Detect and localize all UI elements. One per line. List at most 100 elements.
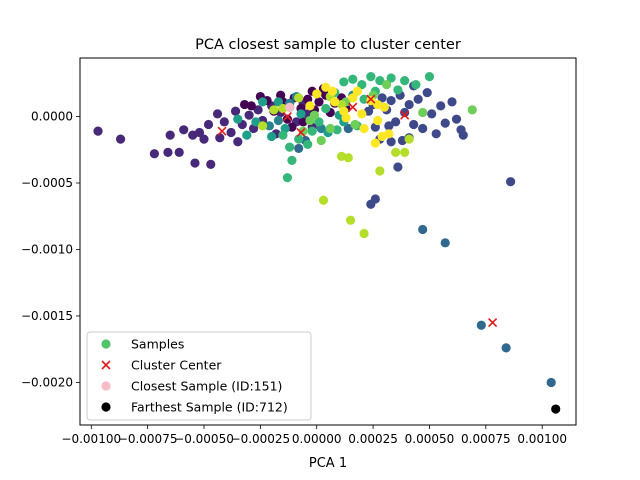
sample-point bbox=[357, 79, 367, 90]
sample-point bbox=[312, 89, 322, 99]
sample-point bbox=[373, 115, 383, 126]
cluster-center-marker bbox=[217, 126, 227, 136]
sample-point bbox=[343, 153, 353, 163]
x-tick-label: 0.00075 bbox=[461, 432, 511, 446]
sample-point bbox=[451, 114, 462, 124]
sample-point bbox=[174, 147, 184, 158]
sample-point bbox=[282, 173, 293, 183]
sample-point bbox=[400, 107, 410, 118]
sample-point bbox=[546, 377, 556, 388]
sample-point bbox=[359, 123, 369, 134]
sample-point bbox=[386, 137, 396, 147]
legend-marker bbox=[101, 339, 111, 349]
sample-point bbox=[305, 115, 315, 126]
legend-marker-cluster-center bbox=[101, 360, 111, 370]
sample-point bbox=[440, 238, 450, 248]
sample-point bbox=[253, 105, 263, 115]
sample-point bbox=[382, 79, 392, 90]
sample-point bbox=[400, 147, 410, 158]
sample-point bbox=[427, 109, 437, 119]
sample-point bbox=[190, 158, 200, 168]
sample-point bbox=[233, 114, 243, 124]
y-tick-label: 0.0000 bbox=[31, 110, 73, 124]
sample-point bbox=[501, 343, 511, 353]
cluster-center-stroke bbox=[488, 318, 498, 328]
legend-label: Farthest Sample (ID:712) bbox=[131, 400, 288, 415]
sample-point bbox=[386, 95, 396, 106]
sample-point bbox=[294, 134, 304, 144]
sample-point bbox=[393, 162, 403, 172]
sample-point bbox=[422, 87, 432, 98]
sample-point bbox=[219, 117, 229, 127]
sample-point bbox=[377, 93, 387, 103]
x-tick-label: 0.00025 bbox=[348, 432, 398, 446]
cluster-center-stroke bbox=[348, 102, 358, 112]
sample-point bbox=[348, 74, 358, 84]
sample-point bbox=[350, 119, 360, 130]
sample-point bbox=[391, 147, 401, 158]
sample-point bbox=[370, 194, 380, 204]
sample-point bbox=[282, 114, 293, 124]
sample-point bbox=[251, 117, 261, 127]
sample-point bbox=[165, 130, 175, 140]
sample-point bbox=[375, 76, 385, 86]
cluster-center-marker bbox=[400, 110, 410, 120]
sample-point bbox=[215, 133, 225, 143]
sample-point bbox=[305, 101, 315, 111]
x-tick-label: −0.00025 bbox=[231, 432, 291, 446]
x-tick-label: −0.00050 bbox=[174, 432, 234, 446]
sample-point bbox=[188, 130, 198, 140]
sample-point bbox=[318, 195, 329, 205]
legend-marker bbox=[101, 402, 111, 412]
sample-point bbox=[258, 121, 268, 131]
legend-label: Samples bbox=[131, 337, 184, 352]
sample-point bbox=[233, 137, 243, 147]
sample-point bbox=[339, 77, 349, 87]
cluster-center-stroke bbox=[400, 110, 410, 120]
sample-point bbox=[409, 119, 419, 130]
sample-point bbox=[258, 97, 268, 107]
cluster-center-stroke bbox=[282, 111, 292, 122]
sample-point bbox=[149, 149, 159, 159]
sample-point bbox=[321, 103, 331, 114]
sample-point bbox=[391, 117, 401, 127]
sample-point bbox=[321, 82, 331, 92]
sample-point bbox=[203, 119, 214, 130]
sample-point bbox=[384, 129, 394, 139]
sample-point bbox=[93, 126, 103, 136]
cluster-center-stroke bbox=[296, 127, 306, 138]
sample-point bbox=[476, 320, 486, 330]
y-tick-label: −0.0015 bbox=[21, 309, 73, 323]
y-tick-label: −0.0020 bbox=[21, 375, 73, 389]
cluster-center-stroke bbox=[217, 126, 227, 136]
sample-point bbox=[370, 138, 380, 148]
sample-point bbox=[314, 117, 324, 127]
sample-point bbox=[418, 224, 428, 235]
chart-title: PCA closest sample to cluster center bbox=[195, 37, 461, 53]
sample-point bbox=[199, 134, 209, 144]
sample-point bbox=[163, 147, 173, 158]
sample-point bbox=[424, 72, 435, 82]
sample-point bbox=[206, 159, 216, 169]
sample-point bbox=[303, 139, 313, 150]
sample-point bbox=[296, 109, 306, 119]
y-tick-label: −0.0010 bbox=[21, 242, 73, 256]
sample-point bbox=[418, 123, 428, 134]
sample-point bbox=[384, 121, 394, 131]
sample-point bbox=[404, 99, 414, 110]
farthest-sample-point bbox=[551, 404, 561, 414]
sample-point bbox=[226, 127, 236, 138]
sample-point bbox=[348, 93, 358, 103]
sample-point bbox=[343, 123, 353, 134]
sample-point bbox=[357, 109, 367, 119]
sample-point bbox=[330, 97, 340, 107]
sample-point bbox=[341, 113, 351, 123]
cluster-center-marker bbox=[282, 111, 292, 122]
plot-area bbox=[93, 72, 561, 414]
x-tick-label: −0.00075 bbox=[118, 432, 178, 446]
x-tick-label: −0.00100 bbox=[61, 432, 121, 446]
cluster-center-marker bbox=[488, 318, 498, 328]
x-axis-label: PCA 1 bbox=[309, 456, 347, 471]
cluster-center-marker bbox=[296, 127, 306, 138]
sample-point bbox=[179, 125, 189, 135]
